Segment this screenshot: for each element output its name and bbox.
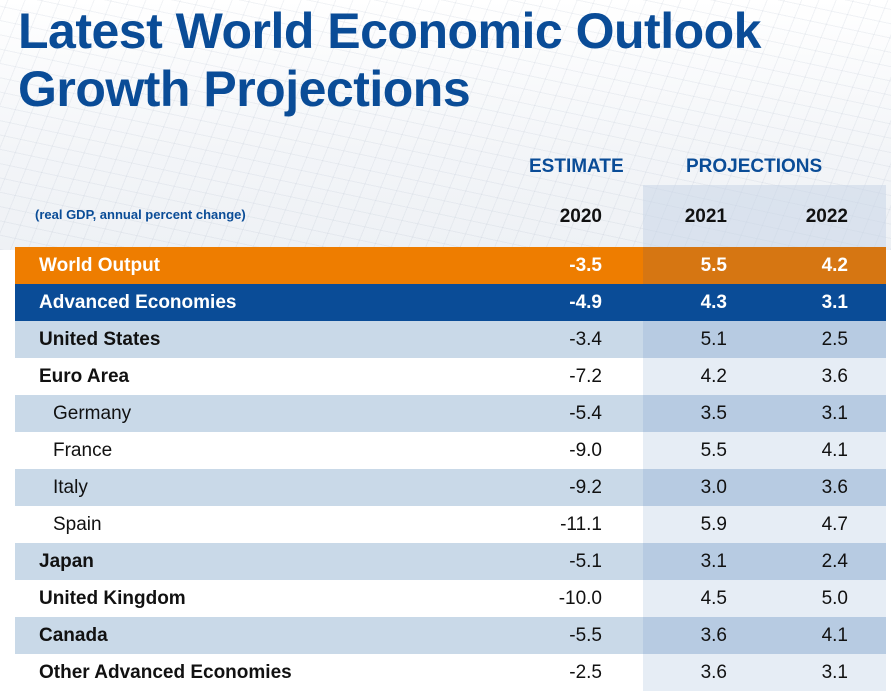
- table-row-united-kingdom: United Kingdom -10.0 4.5 5.0: [15, 580, 886, 617]
- table-row-italy: Italy -9.2 3.0 3.6: [15, 469, 886, 506]
- table-row-japan: Japan -5.1 3.1 2.4: [15, 543, 886, 580]
- row-label: Japan: [39, 550, 94, 572]
- row-label: Euro Area: [39, 365, 130, 387]
- year-header-2021: 2021: [684, 206, 727, 227]
- value-2020: -2.5: [569, 661, 602, 683]
- row-label: Italy: [53, 476, 88, 498]
- projection-cell-bg: [643, 284, 886, 321]
- table-row-germany: Germany -5.4 3.5 3.1: [15, 395, 886, 432]
- value-2022: 4.2: [821, 254, 848, 276]
- value-2022: 3.6: [821, 476, 848, 498]
- value-2021: 4.2: [700, 365, 727, 387]
- value-2021: 3.6: [700, 624, 727, 646]
- projection-cell-bg: [643, 617, 886, 654]
- projection-cell-bg: [643, 506, 886, 543]
- value-2020: -3.5: [569, 254, 602, 276]
- value-2022: 2.5: [821, 328, 848, 350]
- projections-header: PROJECTIONS: [686, 156, 823, 177]
- table-row-advanced-economies: Advanced Economies -4.9 4.3 3.1: [15, 284, 886, 321]
- value-2022: 4.1: [821, 624, 848, 646]
- year-header-2020: 2020: [559, 206, 602, 227]
- value-2020: -9.0: [569, 439, 602, 461]
- projection-cell-bg: [643, 395, 886, 432]
- units-label: (real GDP, annual percent change): [35, 207, 246, 222]
- row-label: Other Advanced Economies: [39, 661, 292, 683]
- page-title: Latest World Economic Outlook Growth Pro…: [18, 2, 761, 118]
- value-2021: 3.0: [700, 476, 727, 498]
- table-row-united-states: United States -3.4 5.1 2.5: [15, 321, 886, 358]
- table-row-france: France -9.0 5.5 4.1: [15, 432, 886, 469]
- projection-cell-bg: [643, 469, 886, 506]
- year-header-2022: 2022: [805, 206, 848, 227]
- value-2020: -5.5: [569, 624, 602, 646]
- value-2021: 4.5: [700, 587, 727, 609]
- row-label: Canada: [39, 624, 108, 646]
- table-row-euro-area: Euro Area -7.2 4.2 3.6: [15, 358, 886, 395]
- growth-table: World Output -3.5 5.5 4.2 Advanced Econo…: [15, 247, 886, 691]
- projection-cell-bg: [643, 358, 886, 395]
- value-2021: 5.5: [700, 439, 727, 461]
- projection-cell-bg: [643, 580, 886, 617]
- row-label: Spain: [53, 513, 102, 535]
- title-line-1: Latest World Economic Outlook: [18, 3, 761, 59]
- value-2021: 3.5: [700, 402, 727, 424]
- value-2021: 5.9: [700, 513, 727, 535]
- projection-cell-bg: [643, 654, 886, 691]
- table-row-spain: Spain -11.1 5.9 4.7: [15, 506, 886, 543]
- value-2020: -5.1: [569, 550, 602, 572]
- value-2020: -4.9: [569, 291, 602, 313]
- value-2021: 5.1: [700, 328, 727, 350]
- estimate-header: ESTIMATE: [529, 156, 624, 177]
- value-2020: -9.2: [569, 476, 602, 498]
- value-2021: 4.3: [700, 291, 727, 313]
- row-label: United Kingdom: [39, 587, 186, 609]
- table-row-canada: Canada -5.5 3.6 4.1: [15, 617, 886, 654]
- value-2020: -10.0: [558, 587, 602, 609]
- table-row-world-output: World Output -3.5 5.5 4.2: [15, 247, 886, 284]
- value-2022: 4.1: [821, 439, 848, 461]
- value-2021: 3.1: [700, 550, 727, 572]
- value-2022: 3.1: [821, 661, 848, 683]
- value-2022: 3.1: [821, 402, 848, 424]
- value-2020: -11.1: [560, 513, 602, 535]
- projections-header-shade: [643, 185, 886, 247]
- row-label: Germany: [53, 402, 132, 424]
- projection-cell-bg: [643, 247, 886, 284]
- value-2021: 5.5: [700, 254, 727, 276]
- row-label: United States: [39, 328, 161, 350]
- value-2022: 3.6: [821, 365, 848, 387]
- title-line-2: Growth Projections: [18, 61, 471, 117]
- value-2022: 3.1: [821, 291, 848, 313]
- value-2020: -3.4: [569, 328, 602, 350]
- table-row-other-advanced-economies: Other Advanced Economies -2.5 3.6 3.1: [15, 654, 886, 691]
- row-label: Advanced Economies: [39, 291, 237, 313]
- row-label: World Output: [39, 254, 161, 276]
- value-2022: 5.0: [821, 587, 848, 609]
- row-label: France: [53, 439, 113, 461]
- value-2022: 2.4: [821, 550, 848, 572]
- value-2021: 3.6: [700, 661, 727, 683]
- projection-cell-bg: [643, 432, 886, 469]
- value-2020: -7.2: [569, 365, 602, 387]
- projection-cell-bg: [643, 321, 886, 358]
- projection-cell-bg: [643, 543, 886, 580]
- value-2022: 4.7: [821, 513, 848, 535]
- value-2020: -5.4: [569, 402, 602, 424]
